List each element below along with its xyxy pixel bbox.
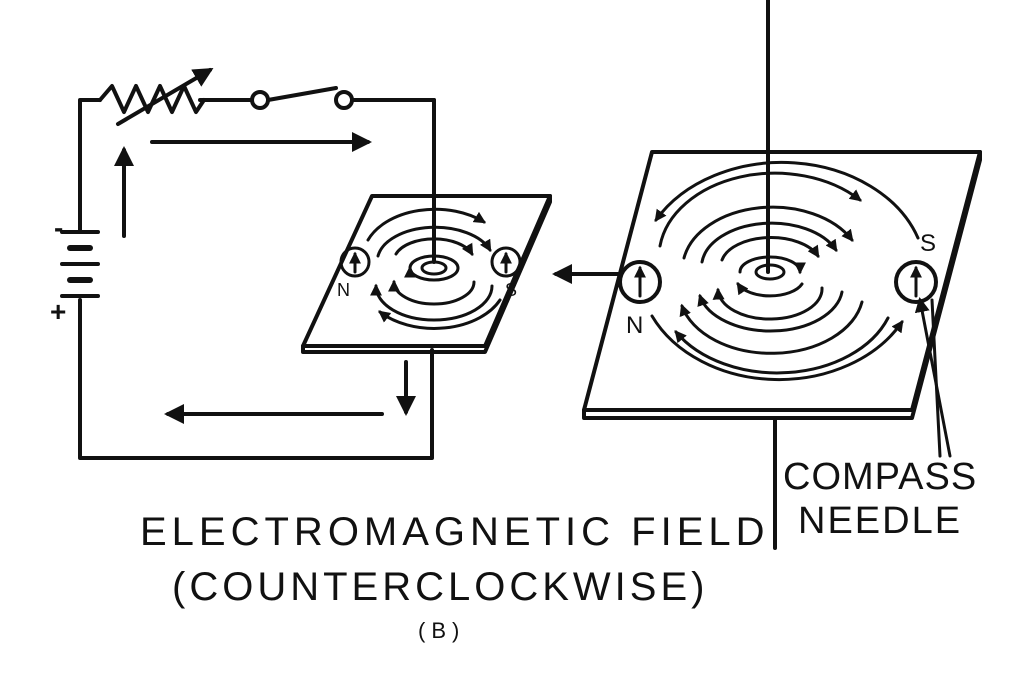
small-plate bbox=[301, 98, 552, 354]
small-plate-north-label: N bbox=[337, 280, 350, 300]
battery-negative-label: - bbox=[54, 212, 64, 243]
small-field-lines bbox=[366, 207, 502, 330]
large-field-lines bbox=[650, 160, 920, 382]
switch-terminal bbox=[334, 90, 354, 110]
rheostat-arrow bbox=[116, 67, 214, 126]
caption-title: ELECTROMAGNETIC FIELD bbox=[140, 510, 770, 554]
switch-blade bbox=[266, 86, 338, 102]
switch-terminal bbox=[250, 90, 270, 110]
large-plate-north-label: N bbox=[626, 312, 644, 339]
compass-icon bbox=[490, 246, 522, 278]
rheostat bbox=[98, 84, 206, 114]
compass-icon bbox=[618, 260, 662, 304]
compass-icon bbox=[339, 246, 371, 278]
compass-needle-label-line2: NEEDLE bbox=[798, 500, 963, 542]
large-plate-south-label: S bbox=[920, 230, 937, 257]
compass-needle-label: COMPASS bbox=[783, 456, 978, 498]
caption-subtitle: (COUNTERCLOCKWISE) bbox=[172, 565, 709, 609]
small-plate-surface bbox=[301, 194, 552, 348]
large-plate bbox=[582, 0, 982, 550]
large-plate-surface bbox=[582, 150, 982, 412]
small-plate-south-label: S bbox=[505, 280, 518, 300]
circuit-wire bbox=[78, 98, 102, 234]
circuit-wire-bottom bbox=[78, 298, 434, 460]
battery-positive-label: + bbox=[50, 296, 67, 327]
figure-letter: (B) bbox=[418, 618, 466, 643]
battery-icon bbox=[60, 230, 100, 298]
circuit bbox=[60, 67, 436, 460]
